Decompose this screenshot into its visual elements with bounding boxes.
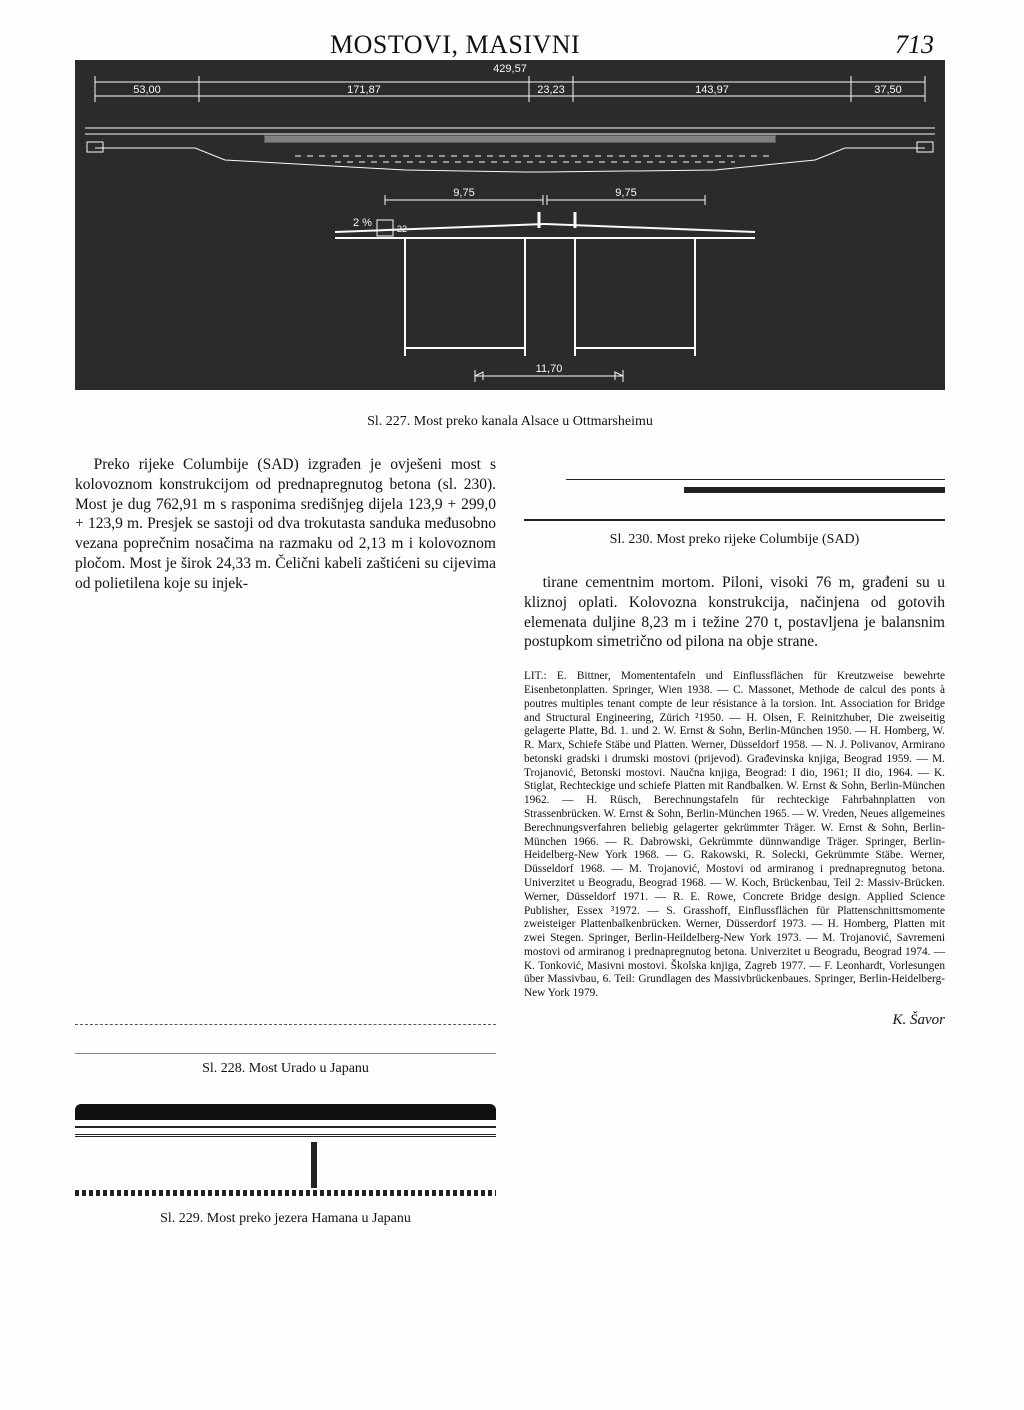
dim-975-left: 9,75 [453,187,474,199]
right-column: Sl. 230. Most preko rijeke Columbije (SA… [524,455,945,1228]
slope-label: 2 % [353,217,372,229]
caption-229: Sl. 229. Most preko jezera Hamana u Japa… [75,1210,496,1228]
dim-1170: 11,70 [536,363,563,375]
figure-229-top [75,1104,496,1120]
caption-230: Sl. 230. Most preko rijeke Columbije (SA… [524,531,945,549]
figure-229-bottom [75,1126,496,1196]
figure-230 [524,493,945,521]
left-paragraph: Preko rijeke Columbije (SAD) izgrađen je… [75,455,496,594]
dim-22: 22 [397,224,407,234]
right-paragraph: tirane cementnim mortom. Piloni, visoki … [524,573,945,652]
dim-span-2: 23,23 [537,84,565,96]
dim-span-0: 53,00 [133,84,161,96]
left-column: Preko rijeke Columbije (SAD) izgrađen je… [75,455,496,1228]
dim-span-1: 171,87 [347,84,381,96]
dim-975-right: 9,75 [615,187,636,199]
caption-228: Sl. 228. Most Urado u Japanu [75,1060,496,1078]
figure-229-pier [311,1142,317,1188]
dim-total: 429,57 [493,63,527,75]
figure-227: 429,57 53,00 171,87 23,23 143,97 37,50 9… [75,60,945,430]
dim-span-4: 37,50 [874,84,902,96]
dim-span-3: 143,97 [695,84,729,96]
caption-227: Sl. 227. Most preko kanala Alsace u Ottm… [75,414,945,430]
literature-block: LIT.: E. Bittner, Momententafeln und Ein… [524,670,945,1001]
page-title: MOSTOVI, MASIVNI [330,30,580,60]
page-number: 713 [895,30,934,60]
figure-228 [75,1024,496,1046]
author-signature: K. Šavor [524,1011,945,1030]
